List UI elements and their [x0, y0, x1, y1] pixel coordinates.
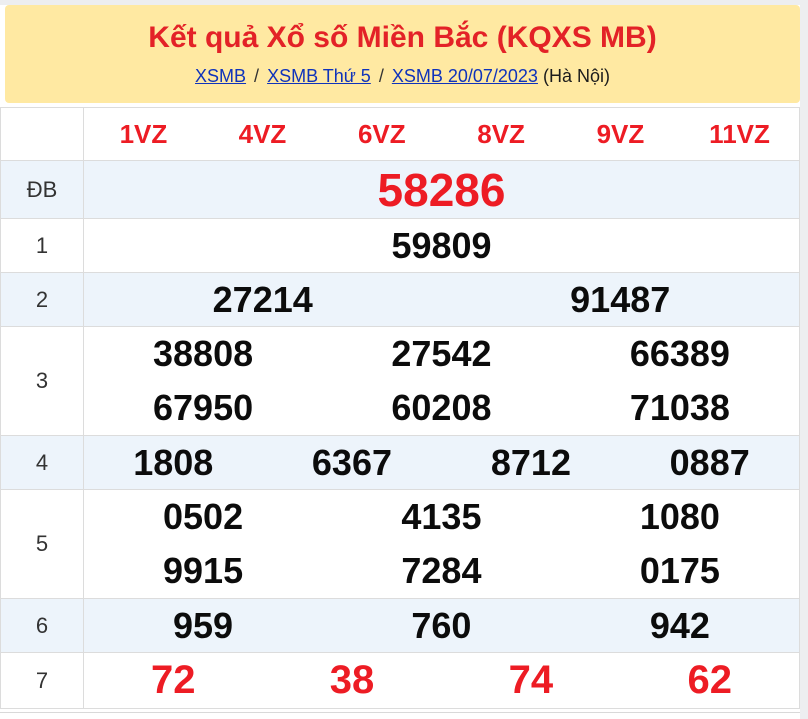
page-title: Kết quả Xổ số Miền Bắc (KQXS MB): [148, 21, 657, 54]
prize-number: 7284: [401, 550, 482, 591]
prize-number: 67950: [153, 387, 254, 428]
prize-number: 6367: [262, 435, 442, 490]
prize-row-5-line2: 9915 7284 0175: [1, 544, 800, 599]
column-header-4vz: 4VZ: [238, 118, 287, 149]
prize-number: 59809: [83, 218, 800, 273]
column-header-11vz: 11VZ: [709, 118, 770, 149]
prize-number: 0175: [639, 550, 720, 591]
prize-number: 27542: [322, 326, 561, 381]
lottery-results-table: 1VZ 4VZ 6VZ 8VZ 9VZ 11VZ ĐB 58286 1 59809 2 2…: [0, 107, 800, 709]
prize-number: 760: [322, 598, 561, 653]
column-header-8vz: 8VZ: [477, 118, 525, 149]
prize-number: 0887: [620, 435, 800, 490]
prize-number: 91487: [441, 272, 800, 327]
prize-number: 4135: [322, 489, 561, 544]
prize-number: 942: [560, 598, 800, 653]
page: Kết quả Xổ số Miền Bắc (KQXS MB) XSMB / XS…: [0, 5, 800, 719]
column-header-1vz: 1VZ: [119, 118, 168, 149]
prize-label-4: 4: [0, 435, 84, 490]
prize-number: 74: [441, 652, 621, 709]
prize-label-ĐB: ĐB: [0, 160, 84, 219]
prize-row-7: 7 72 38 74 62: [0, 652, 800, 709]
prize-number: 71038: [629, 387, 730, 428]
prize-row-5-line1: 5 0502 4135 1080: [0, 489, 800, 599]
prize-number: 1808: [83, 435, 263, 490]
breadcrumb-separator: /: [254, 66, 260, 86]
prize-number: 38808: [83, 326, 323, 381]
prize-row-2: 2 27214 91487: [0, 272, 800, 327]
prize-row-1: 1 59809: [0, 218, 800, 273]
prize-number: 62: [620, 652, 800, 709]
prize-label-5: 5: [0, 489, 84, 599]
prize-number: 60208: [391, 387, 492, 428]
prize-number: 66389: [560, 326, 800, 381]
prize-row-ĐB: ĐB 58286: [0, 160, 800, 219]
breadcrumb-suffix: (Hà Nội): [542, 66, 610, 86]
prize-number: 959: [83, 598, 323, 653]
prize-number: 27214: [83, 272, 442, 327]
breadcrumb-link-xsmb[interactable]: XSMB: [195, 66, 247, 86]
prize-number: 38: [262, 652, 442, 709]
prize-row-6: 6 959 760 942: [0, 598, 800, 653]
prize-column-corner: [0, 107, 84, 161]
prize-row-4: 4 1808 6367 8712 0887: [0, 435, 800, 490]
breadcrumb-link-xsmb-date[interactable]: XSMB 20/07/2023: [391, 66, 538, 86]
prize-number: 8712: [441, 435, 621, 490]
section-divider: [0, 712, 800, 716]
prize-label-7: 7: [0, 652, 84, 709]
prize-number: 72: [83, 652, 263, 709]
prize-number: 9915: [163, 550, 244, 591]
prize-row-3-line1: 3 38808 27542 66389: [0, 326, 800, 436]
prize-label-1: 1: [0, 218, 84, 273]
prize-number: 58286: [83, 160, 800, 219]
prize-label-6: 6: [0, 598, 84, 653]
prize-number: 0502: [83, 489, 323, 544]
prize-number: 1080: [560, 489, 800, 544]
prize-label-2: 2: [0, 272, 84, 327]
table-header-row: 1VZ 4VZ 6VZ 8VZ 9VZ 11VZ: [0, 107, 800, 161]
breadcrumb-separator: /: [378, 66, 384, 86]
result-banner: Kết quả Xổ số Miền Bắc (KQXS MB) XSMB / XS…: [5, 5, 800, 103]
prize-row-3-line2: 67950 60208 71038: [1, 381, 800, 436]
prize-label-3: 3: [0, 326, 84, 436]
breadcrumb: XSMB / XSMB Thứ 5 / XSMB 20/07/2023 (Hà Nội): [13, 66, 792, 87]
column-header-6vz: 6VZ: [357, 118, 406, 149]
column-header-9vz: 9VZ: [596, 118, 645, 149]
breadcrumb-link-xsmb-thu5[interactable]: XSMB Thứ 5: [267, 66, 371, 86]
